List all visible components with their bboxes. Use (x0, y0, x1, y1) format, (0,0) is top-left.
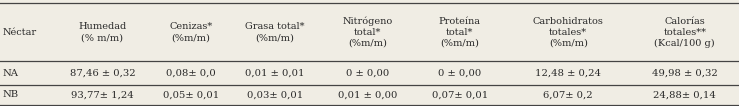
Text: Grasa total*
(%m/m): Grasa total* (%m/m) (245, 22, 305, 42)
Text: 0 ± 0,00: 0 ± 0,00 (346, 69, 389, 78)
Text: Calorías
totales**
(Kcal/100 g): Calorías totales** (Kcal/100 g) (655, 17, 715, 48)
Text: 24,88± 0,14: 24,88± 0,14 (653, 90, 716, 99)
Text: 0,03± 0,01: 0,03± 0,01 (247, 90, 303, 99)
Text: 0,07± 0,01: 0,07± 0,01 (432, 90, 488, 99)
Text: 0,01 ± 0,00: 0,01 ± 0,00 (338, 90, 397, 99)
Text: 87,46 ± 0,32: 87,46 ± 0,32 (69, 69, 135, 78)
Text: 0,01 ± 0,01: 0,01 ± 0,01 (245, 69, 305, 78)
Text: Cenizas*
(%m/m): Cenizas* (%m/m) (169, 22, 212, 42)
Text: 49,98 ± 0,32: 49,98 ± 0,32 (652, 69, 718, 78)
Text: 12,48 ± 0,24: 12,48 ± 0,24 (535, 69, 602, 78)
Text: 0,08± 0,0: 0,08± 0,0 (166, 69, 216, 78)
Text: Proteína
total*
(%m/m): Proteína total* (%m/m) (439, 17, 481, 48)
Text: 93,77± 1,24: 93,77± 1,24 (71, 90, 134, 99)
Text: Carbohidratos
totales*
(%m/m): Carbohidratos totales* (%m/m) (533, 17, 604, 48)
Text: NB: NB (2, 90, 18, 99)
Text: 0 ± 0,00: 0 ± 0,00 (438, 69, 482, 78)
Text: NA: NA (2, 69, 18, 78)
Text: Nitrógeno
total*
(%m/m): Nitrógeno total* (%m/m) (342, 17, 392, 48)
Text: Humedad
(% m/m): Humedad (% m/m) (78, 22, 126, 42)
Text: 6,07± 0,2: 6,07± 0,2 (543, 90, 593, 99)
Text: 0,05± 0,01: 0,05± 0,01 (163, 90, 219, 99)
Text: Néctar: Néctar (2, 28, 36, 37)
